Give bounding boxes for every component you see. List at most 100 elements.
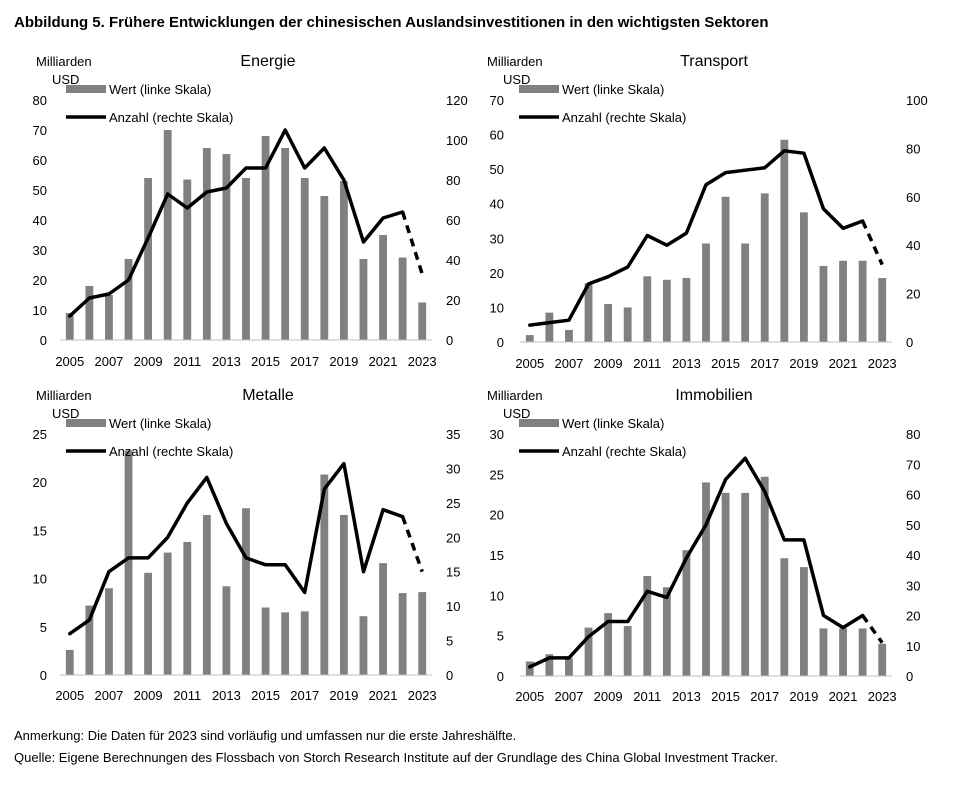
count-line <box>68 461 405 636</box>
bar-value-2017 <box>300 611 309 675</box>
bar-value-2007 <box>565 658 573 676</box>
left-axis-tick-label: 20 <box>490 266 504 281</box>
count-line-preliminary <box>400 211 424 275</box>
bar-value-2015 <box>721 492 730 676</box>
panel-title: Immobilien <box>675 387 752 404</box>
bar-value-2018 <box>780 139 789 342</box>
right-axis-tick-label: 10 <box>906 639 920 654</box>
count-line-preliminary <box>400 516 424 573</box>
x-axis-tick-label: 2005 <box>515 356 544 371</box>
right-axis-tick-label: 120 <box>446 93 468 108</box>
bar-value-2019 <box>339 514 348 675</box>
left-axis-tick-label: 70 <box>33 123 47 138</box>
left-axis-tick-label: 10 <box>490 300 504 315</box>
x-axis-tick-label: 2017 <box>750 356 779 371</box>
left-axis-tick-label: 25 <box>33 427 47 442</box>
right-axis-tick-label: 40 <box>906 548 920 563</box>
right-axis-tick-label: 80 <box>906 141 920 156</box>
bar-value-2014 <box>242 178 250 340</box>
left-axis-tick-label: 15 <box>490 548 504 563</box>
bar-value-2008 <box>124 450 133 675</box>
x-axis-tick-label: 2021 <box>829 689 858 704</box>
bar-value-2007 <box>105 295 113 340</box>
bar-value-2022 <box>398 593 407 675</box>
bar-value-2014 <box>242 508 250 675</box>
x-axis-tick-label: 2009 <box>594 689 623 704</box>
legend-label: Anzahl (rechte Skala) <box>109 444 233 459</box>
bar-value-2009 <box>604 613 613 676</box>
bar-value-2006 <box>85 605 94 675</box>
bar-value-2010 <box>623 307 632 342</box>
right-axis-tick-label: 0 <box>906 669 913 684</box>
bar-value-2010 <box>163 130 172 340</box>
bar-value-2005 <box>525 661 534 676</box>
panel-title: Transport <box>680 53 748 70</box>
right-axis-tick-label: 40 <box>446 253 460 268</box>
x-axis-tick-label: 2009 <box>594 356 623 371</box>
left-axis-tick-label: 60 <box>490 128 504 143</box>
bar-value-2017 <box>300 178 309 340</box>
bar-value-2009 <box>604 303 613 342</box>
bar-value-2007 <box>105 588 113 675</box>
chart-panel-2: Transport Milliarden USD 0 10 20 30 40 50 60 70 0 20… <box>487 53 928 371</box>
legend-swatch-bars <box>519 419 559 427</box>
x-axis-tick-label: 2017 <box>290 354 319 369</box>
left-axis-unit-label: Milliarden <box>36 388 92 403</box>
bar-value-2019 <box>799 212 808 342</box>
x-axis-tick-label: 2007 <box>554 356 583 371</box>
bar-value-2021 <box>839 260 847 342</box>
x-axis-tick-label: 2009 <box>134 688 163 703</box>
legend-label: Anzahl (rechte Skala) <box>562 110 686 125</box>
bar-value-2021 <box>379 563 387 675</box>
right-axis-tick-label: 20 <box>906 609 920 624</box>
x-axis-tick-label: 2017 <box>290 688 319 703</box>
right-axis-tick-label: 5 <box>446 634 453 649</box>
legend-swatch-bars <box>66 85 106 93</box>
right-axis-tick-label: 60 <box>906 190 920 205</box>
bar-value-2005 <box>65 313 74 340</box>
bar-value-2020 <box>819 265 828 342</box>
left-axis-tick-label: 60 <box>33 153 47 168</box>
x-axis-tick-label: 2011 <box>173 354 201 369</box>
bar-value-2018 <box>320 474 329 675</box>
legend-swatch-bars <box>519 85 559 93</box>
left-axis-tick-label: 40 <box>33 213 47 228</box>
x-axis-tick-label: 2015 <box>711 689 740 704</box>
x-axis-tick-label: 2019 <box>329 688 358 703</box>
right-axis-tick-label: 0 <box>446 668 453 683</box>
bar-value-2006 <box>545 654 554 676</box>
left-axis-tick-label: 0 <box>40 333 47 348</box>
x-axis-tick-label: 2009 <box>134 354 163 369</box>
left-axis-tick-label: 10 <box>490 588 504 603</box>
bar-value-2021 <box>379 235 387 340</box>
left-axis-tick-label: 20 <box>33 273 47 288</box>
right-axis-tick-label: 0 <box>446 333 453 348</box>
x-axis-tick-label: 2005 <box>515 689 544 704</box>
bar-value-2023 <box>878 643 887 676</box>
bar-value-2016 <box>741 492 750 676</box>
bar-value-2010 <box>623 625 632 676</box>
right-axis-tick-label: 50 <box>906 518 920 533</box>
x-axis-tick-label: 2005 <box>55 688 84 703</box>
right-axis-tick-label: 80 <box>906 427 920 442</box>
left-axis-tick-label: 20 <box>490 508 504 523</box>
x-axis-tick-label: 2019 <box>789 356 818 371</box>
legend-label: Anzahl (rechte Skala) <box>562 444 686 459</box>
x-axis-tick-label: 2007 <box>554 689 583 704</box>
bar-value-2008 <box>124 259 133 340</box>
bar-value-2020 <box>359 616 368 675</box>
x-axis-tick-label: 2021 <box>369 354 398 369</box>
bar-value-2018 <box>780 558 789 676</box>
chart-panel-1: Energie Milliarden USD 0 10 20 30 40 50 60 70 80 0 20… <box>33 53 468 369</box>
bar-value-2005 <box>65 649 74 675</box>
x-axis-tick-label: 2007 <box>94 688 123 703</box>
count-line-preliminary <box>861 220 884 266</box>
bar-value-2021 <box>839 628 847 676</box>
right-axis-tick-label: 100 <box>446 133 468 148</box>
left-axis-tick-label: 0 <box>497 335 504 350</box>
x-axis-tick-label: 2021 <box>829 356 858 371</box>
bar-value-2008 <box>584 283 593 342</box>
bar-value-2022 <box>858 260 867 342</box>
bar-value-2023 <box>878 278 887 342</box>
bar-value-2020 <box>359 259 368 340</box>
